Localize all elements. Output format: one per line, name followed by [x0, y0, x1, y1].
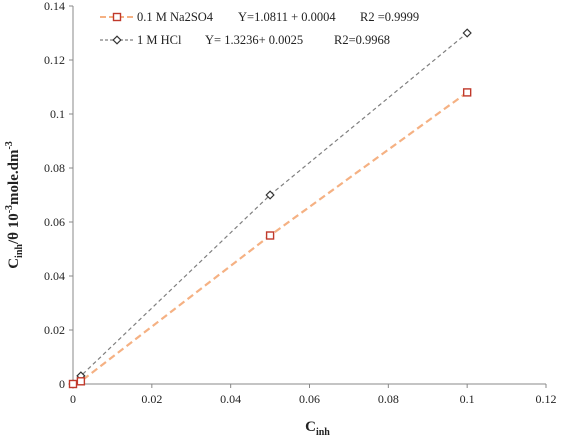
y-tick-label: 0.06	[44, 215, 65, 229]
legend-entry: 1 M HCl Y= 1.3236+ 0.0025 R2=0.9968	[100, 33, 390, 47]
y-tick-label: 0.12	[44, 53, 65, 67]
x-tick-label: 0.12	[536, 392, 557, 406]
y-tick-label: 0.08	[44, 161, 65, 175]
data-point	[68, 379, 78, 389]
y-axis-title-sup2: -3	[4, 141, 15, 149]
data-point	[265, 190, 275, 200]
x-tick-label: 0.02	[141, 392, 162, 406]
y-axis-title-main: C	[6, 258, 22, 269]
legend-equation: Y=1.0811 + 0.0004	[238, 10, 336, 24]
legend-r2: R2 =0.9999	[360, 10, 419, 24]
legend-series-name: 1 M HCl	[137, 33, 182, 47]
y-axis-title-rest: /θ 10	[6, 213, 22, 245]
series-diamond	[68, 28, 472, 389]
y-tick-label: 0.04	[44, 269, 65, 283]
data-point	[265, 231, 275, 240]
y-axis-title-sub: inh	[14, 244, 25, 258]
legend-r2: R2=0.9968	[334, 33, 390, 47]
legend-series-name: 0.1 M Na2SO4	[137, 10, 214, 24]
y-tick-label: 0.14	[44, 0, 65, 13]
axis-titles: Cinh Cinh/θ 10-3mole.dm-3	[4, 141, 330, 438]
legend-diamond-marker	[112, 35, 122, 45]
legend-equation: Y= 1.3236+ 0.0025	[205, 33, 303, 47]
series-square	[68, 88, 472, 389]
legend: 0.1 M Na2SO4 Y=1.0811 + 0.0004 R2 =0.9999 1…	[100, 10, 419, 47]
x-axis-title: Cinh	[305, 419, 330, 438]
x-axis-title-sub: inh	[316, 427, 330, 438]
x-axis-title-main: C	[305, 419, 316, 435]
y-tick-label: 0	[59, 377, 65, 391]
series-line	[72, 32, 468, 385]
x-tick-label: 0.08	[378, 392, 399, 406]
y-axis-title: Cinh/θ 10-3mole.dm-3	[4, 141, 25, 269]
legend-square-marker	[112, 12, 122, 22]
x-tick-label: 0.04	[220, 392, 241, 406]
y-axis-title-tail: mole.dm	[6, 149, 22, 205]
data-point	[462, 28, 472, 38]
y-tick-label: 0.02	[44, 323, 65, 337]
x-tick-label: 0	[70, 392, 76, 406]
data-point	[462, 88, 472, 97]
y-axis-title-sup: -3	[4, 205, 15, 213]
x-tick-label: 0.06	[299, 392, 320, 406]
data-point	[76, 377, 86, 386]
y-tick-label: 0.1	[50, 107, 65, 121]
x-tick-label: 0.1	[460, 392, 475, 406]
axes: 0 0.02 0.04 0.06 0.08 0.1 0.12 0.14 0 0.02 0.04 0.0…	[44, 0, 557, 406]
series-layer	[68, 28, 472, 389]
legend-entry: 0.1 M Na2SO4 Y=1.0811 + 0.0004 R2 =0.9999	[100, 10, 419, 24]
